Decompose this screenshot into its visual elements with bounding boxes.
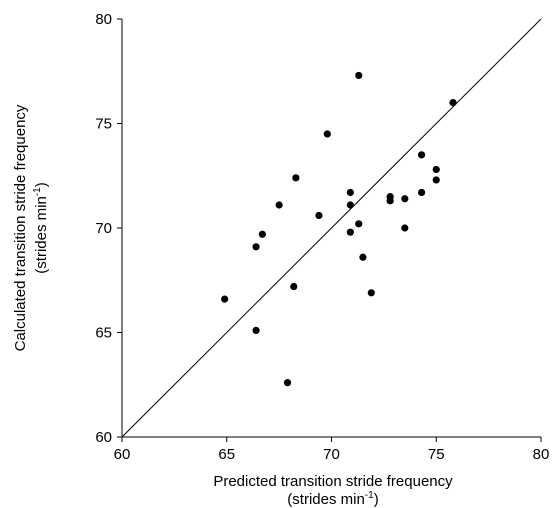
data-point [346, 201, 354, 209]
data-point [449, 99, 457, 107]
y-tick-label: 70 [95, 220, 112, 237]
x-axis-ticks: 60 65 70 75 80 [114, 437, 550, 463]
data-point [417, 188, 426, 197]
data-point [386, 197, 394, 205]
data-point [275, 201, 283, 209]
data-point [355, 71, 363, 80]
data-point [323, 130, 331, 138]
data-point [221, 295, 229, 303]
data-point [367, 289, 375, 297]
identity-line-group [121, 18, 542, 438]
data-point [292, 174, 300, 182]
data-point [359, 253, 367, 261]
data-point [258, 230, 266, 238]
data-point [346, 188, 354, 197]
data-point [252, 243, 260, 251]
y-tick-label: 75 [95, 116, 112, 133]
y-axis-label-line1: Calculated transition stride frequency [12, 104, 29, 351]
data-point [283, 379, 292, 387]
identity-line [121, 18, 542, 438]
data-point [401, 195, 409, 203]
y-tick-label: 65 [95, 325, 112, 342]
y-axis-ticks: 60 65 70 75 80 [95, 11, 122, 446]
data-point [401, 224, 409, 232]
x-axis-label-line2: (strides min-1) [287, 490, 378, 508]
x-axis-label-line1: Predicted transition stride frequency [213, 473, 453, 490]
x-tick-label: 60 [114, 446, 131, 463]
y-axis-label-line2: (strides min-1) [32, 182, 50, 273]
data-point [315, 211, 323, 220]
data-point [417, 151, 426, 159]
data-point [355, 220, 363, 228]
x-tick-label: 80 [533, 446, 550, 463]
x-tick-label: 65 [218, 446, 235, 463]
x-tick-label: 75 [428, 446, 445, 463]
x-tick-label: 70 [323, 446, 340, 463]
data-point [432, 165, 440, 174]
y-tick-label: 60 [95, 429, 112, 446]
data-point [432, 176, 440, 184]
data-point [346, 228, 354, 236]
data-point [252, 326, 260, 335]
y-tick-label: 80 [95, 11, 112, 28]
data-points [221, 71, 457, 387]
data-point [290, 282, 298, 291]
